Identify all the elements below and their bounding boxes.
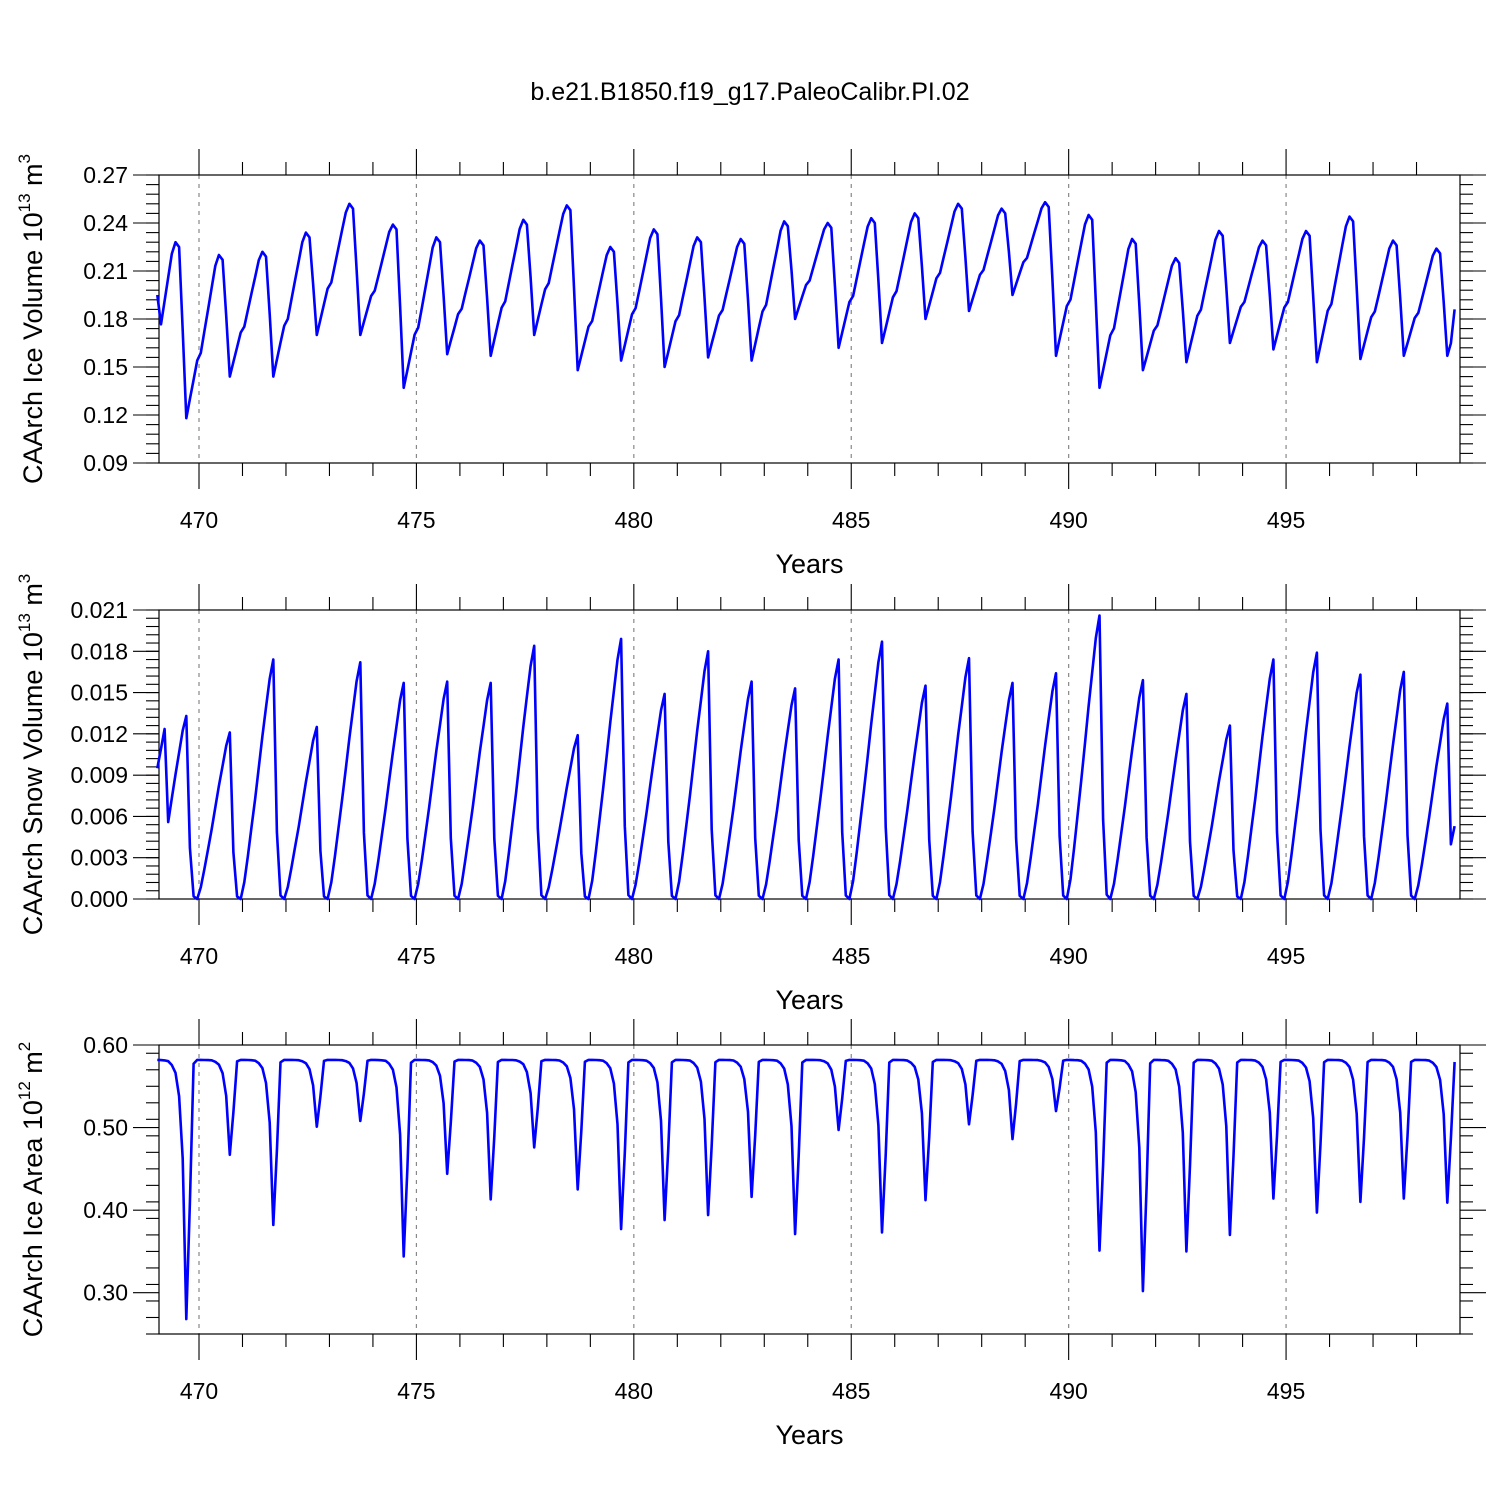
x-tick-label: 480 [615, 507, 653, 533]
x-tick-label: 480 [615, 943, 653, 969]
x-tick-label: 495 [1267, 943, 1305, 969]
y-tick-label: 0.50 [83, 1115, 128, 1141]
y-axis-label-unit: m [18, 583, 48, 613]
x-tick-label: 495 [1267, 507, 1305, 533]
y-axis-label-exponent: 12 [15, 1081, 34, 1100]
y-tick-label: 0.60 [83, 1032, 128, 1058]
x-tick-label: 480 [615, 1378, 653, 1404]
y-tick-label: 0.27 [83, 162, 128, 188]
y-tick-label: 0.021 [70, 597, 128, 623]
y-tick-label: 0.24 [83, 210, 128, 236]
y-tick-label: 0.009 [70, 762, 128, 788]
panel-ice-area: 470 475 480 485 490 495 0.30 0.40 0.50 0.60 Years C… [15, 1019, 1486, 1450]
y-axis-label-exponent: 13 [15, 193, 34, 212]
y-axis-label-main: CAArch Ice Volume 10 [18, 212, 48, 484]
y-axis-label-exponent: 13 [15, 613, 34, 632]
series-line-ice-area [157, 1058, 1456, 1321]
y-tick-label: 0.18 [83, 306, 128, 332]
figure-title: b.e21.B1850.f19_g17.PaleoCalibr.PI.02 [530, 78, 969, 106]
x-tick-label: 470 [180, 943, 218, 969]
panels: 470 475 480 485 490 495 0.09 0.12 0.15 0.18 0.21 0.… [15, 149, 1486, 1450]
y-tick-label: 0.40 [83, 1197, 128, 1223]
y-tick-label: 0.21 [83, 258, 128, 284]
y-axis-label-main: CAArch Ice Area 10 [18, 1100, 48, 1337]
y-axis-label-main: CAArch Snow Volume 10 [18, 632, 48, 935]
x-axis-label: Years [775, 985, 843, 1015]
y-axis-label: CAArch Ice Volume 1013 m3 [15, 154, 48, 484]
y-tick-label: 0.12 [83, 402, 128, 428]
panel-ice-volume: 470 475 480 485 490 495 0.09 0.12 0.15 0.18 0.21 0.… [15, 149, 1486, 579]
y-tick-label: 0.018 [70, 638, 128, 664]
x-tick-label: 475 [397, 943, 435, 969]
series-line-snow-volume [156, 614, 1456, 901]
y-tick-label: 0.015 [70, 680, 128, 706]
y-tick-label: 0.006 [70, 803, 128, 829]
x-axis-label: Years [775, 549, 843, 579]
y-tick-label: 0.30 [83, 1280, 128, 1306]
y-axis-label-unit: m [18, 1051, 48, 1081]
x-tick-label: 470 [180, 1378, 218, 1404]
y-axis-label-unit-exponent: 2 [15, 1042, 34, 1051]
y-tick-label: 0.09 [83, 450, 128, 476]
x-tick-label: 490 [1049, 507, 1087, 533]
y-axis-label: CAArch Snow Volume 1013 m3 [15, 574, 48, 936]
plot-frame [158, 174, 1461, 464]
x-tick-label: 490 [1049, 1378, 1087, 1404]
x-axis-label: Years [775, 1420, 843, 1450]
y-axis-label-unit: m [18, 163, 48, 193]
y-tick-label: 0.000 [70, 886, 128, 912]
x-tick-label: 470 [180, 507, 218, 533]
series-line-ice-volume [156, 200, 1456, 420]
x-tick-label: 485 [832, 1378, 870, 1404]
panel-snow-volume: 470 475 480 485 490 495 0.000 0.003 0.006 0.009 0.… [15, 574, 1486, 1015]
x-tick-label: 495 [1267, 1378, 1305, 1404]
plot-frame [158, 1044, 1461, 1335]
y-axis-label-unit-exponent: 3 [15, 574, 34, 583]
y-tick-label: 0.003 [70, 845, 128, 871]
y-axis-label: CAArch Ice Area 1012 m2 [15, 1042, 48, 1338]
x-tick-label: 490 [1049, 943, 1087, 969]
y-tick-label: 0.012 [70, 721, 128, 747]
x-tick-label: 475 [397, 507, 435, 533]
x-tick-label: 485 [832, 943, 870, 969]
x-tick-label: 485 [832, 507, 870, 533]
y-tick-label: 0.15 [83, 354, 128, 380]
y-axis-label-unit-exponent: 3 [15, 154, 34, 163]
x-tick-label: 475 [397, 1378, 435, 1404]
